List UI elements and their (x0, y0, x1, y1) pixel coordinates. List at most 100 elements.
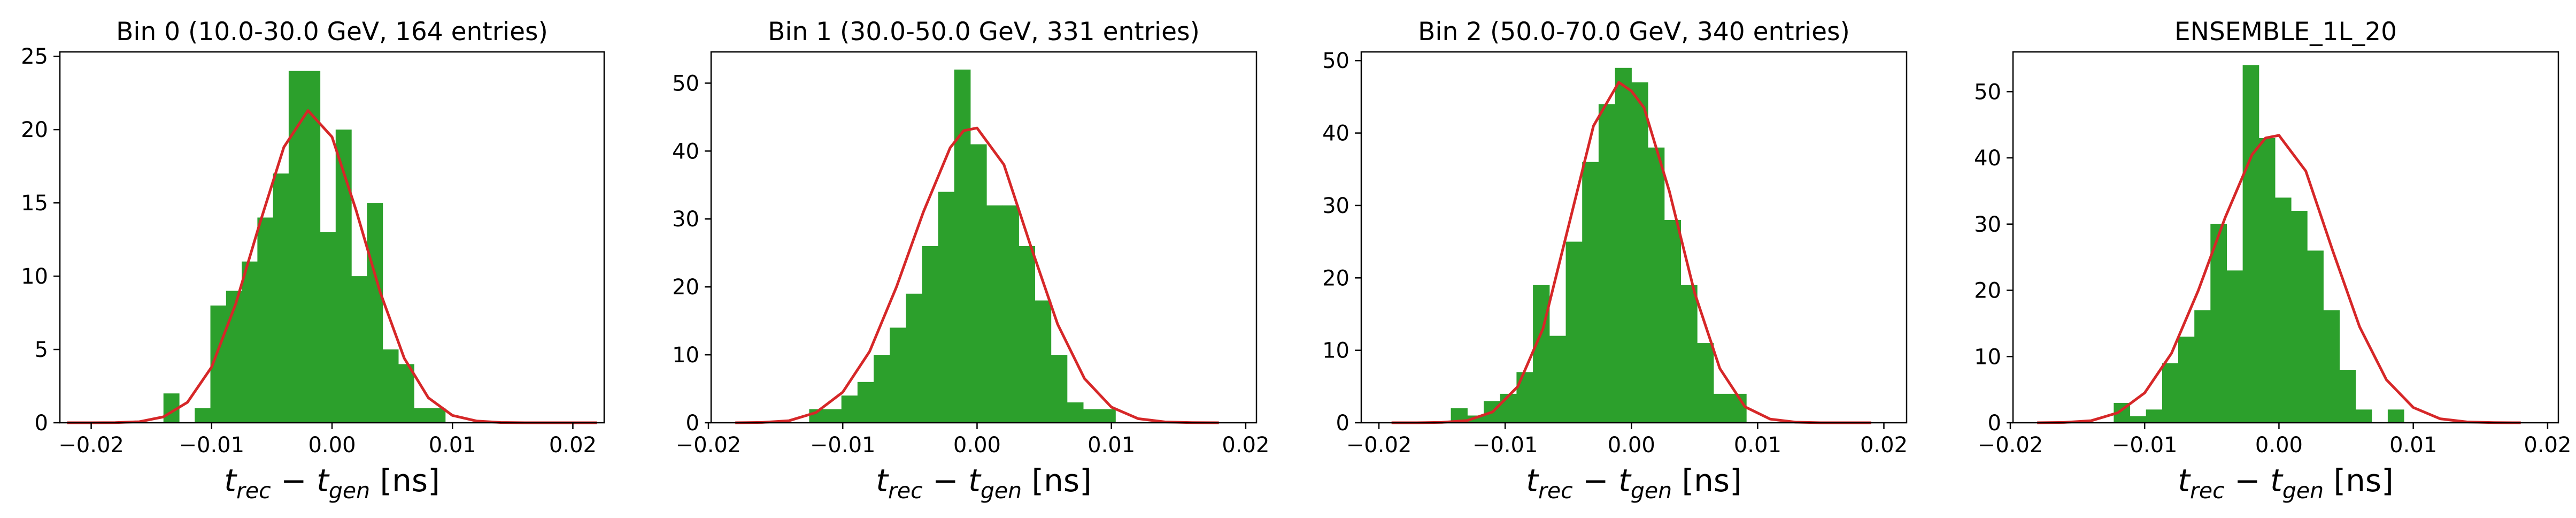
histogram-bar (367, 203, 383, 423)
subplot-0: −0.02 −0.01 0.00 0.01 0.02 0 5 10 15 20 25 Bin 0 (1… (21, 17, 605, 504)
histogram-bar (906, 293, 922, 423)
y-tick-label: 20 (21, 118, 48, 142)
y-tick-label: 0 (1336, 411, 1349, 436)
fit-curve (2037, 134, 2521, 424)
subplot-2: −0.02 −0.01 0.00 0.01 0.02 0 10 20 30 40 50 Bin 2 (… (1322, 17, 1908, 504)
x-tick-label: 0.00 (1608, 433, 1655, 458)
histogram-bar (398, 364, 414, 423)
histogram-bar (890, 327, 906, 423)
histogram-bar (2130, 416, 2147, 423)
histogram-bar (1549, 336, 1567, 423)
histogram-bar (382, 349, 399, 423)
histogram-bars (809, 70, 1116, 423)
chart-title: Bin 0 (10.0-30.0 GeV, 164 entries) (116, 17, 548, 47)
histogram-bar (1099, 409, 1116, 423)
histogram-bar (195, 408, 211, 423)
histogram-bar (1565, 241, 1583, 423)
histogram-bar (288, 71, 305, 423)
histogram-bar (2387, 409, 2404, 423)
y-tick-label: 0 (1988, 411, 2001, 436)
histogram-bar (1083, 409, 1100, 423)
histogram-bar (1533, 285, 1550, 423)
y-tick-label: 50 (1974, 80, 2001, 104)
y-tick-label: 25 (21, 44, 48, 69)
histogram-bar (841, 395, 858, 423)
y-tick-label: 30 (672, 207, 699, 232)
x-axis-label: trec − tgen [ns] (224, 462, 440, 504)
fit-curve (1391, 81, 1871, 424)
histogram-bar (2242, 65, 2259, 423)
histogram-bar (2291, 211, 2308, 423)
y-tick-label: 20 (1322, 266, 1349, 291)
histogram-bar (2162, 363, 2179, 423)
chart-title: Bin 1 (30.0-50.0 GeV, 331 entries) (768, 17, 1200, 47)
y-tick-label: 10 (21, 264, 48, 289)
x-tick-label: −0.01 (1472, 433, 1538, 458)
histogram-bars (1451, 67, 1747, 423)
histogram-bar (1631, 82, 1648, 423)
histogram-bar (2307, 250, 2324, 423)
histogram-bar (414, 408, 430, 423)
y-tick-label: 40 (672, 139, 699, 164)
y-tick-label: 30 (1974, 212, 2001, 237)
histogram-bar (2355, 409, 2372, 423)
histogram-bar (986, 205, 1003, 423)
histogram-bar (304, 71, 321, 423)
y-tick-label: 5 (35, 338, 48, 362)
x-tick-label: 0.01 (2389, 433, 2437, 458)
chart-title: Bin 2 (50.0-70.0 GeV, 340 entries) (1418, 17, 1850, 47)
histogram-bar (2339, 370, 2356, 423)
x-tick-label: −0.01 (2112, 433, 2178, 458)
histogram-bar (1615, 67, 1632, 423)
histogram-bars (163, 71, 446, 423)
histogram-bar (351, 276, 367, 423)
histogram-bar (954, 70, 971, 423)
histogram-bar (1648, 147, 1665, 423)
histogram-bar (874, 355, 890, 423)
histogram-bar (1067, 402, 1084, 423)
histogram-bar (1002, 205, 1019, 423)
histogram-bar (2210, 224, 2227, 423)
histogram-bar (335, 130, 352, 423)
histogram-bar (1697, 343, 1714, 423)
subplot-1: −0.02 −0.01 0.00 0.01 0.02 0 10 20 30 40 50 Bin 1 (… (672, 17, 1269, 504)
histogram-bar (1713, 393, 1731, 423)
y-tick-label: 30 (1322, 194, 1349, 218)
histogram-bar (1598, 104, 1616, 423)
x-tick-label: 0.00 (2255, 433, 2303, 458)
histogram-bar (2323, 310, 2340, 423)
histogram-bar (226, 291, 242, 423)
histogram-bar (1035, 300, 1052, 423)
x-tick-label: −0.02 (1346, 433, 1412, 458)
histogram-bar (1516, 372, 1533, 423)
histogram-bar (857, 382, 874, 423)
histogram-bar (1680, 285, 1698, 423)
x-tick-label: 0.02 (549, 433, 597, 458)
y-tick-label: 10 (1974, 345, 2001, 369)
histogram-bars (2114, 65, 2404, 423)
y-tick-label: 0 (35, 411, 48, 436)
x-tick-label: 0.02 (2524, 433, 2571, 458)
x-tick-label: 0.00 (953, 433, 1001, 458)
histogram-bar (1051, 355, 1068, 423)
x-tick-label: 0.00 (308, 433, 356, 458)
y-tick-label: 10 (1322, 339, 1349, 363)
x-axis-label: trec − tgen [ns] (1526, 462, 1742, 504)
x-axis-label: trec − tgen [ns] (2178, 462, 2394, 504)
y-tick-label: 50 (1322, 49, 1349, 73)
histogram-bar (938, 192, 955, 423)
y-tick-label: 40 (1974, 146, 2001, 171)
histogram-bar (2258, 138, 2276, 423)
axes-frame (710, 51, 1258, 424)
histogram-bar (2274, 197, 2292, 423)
x-tick-label: 0.01 (1088, 433, 1135, 458)
x-tick-label: −0.02 (1978, 433, 2043, 458)
x-tick-label: −0.02 (58, 433, 124, 458)
y-tick-label: 10 (672, 343, 699, 368)
x-tick-label: −0.01 (179, 433, 244, 458)
chart-title: ENSEMBLE_1L_20 (2174, 17, 2397, 47)
axes-frame (1360, 51, 1908, 424)
x-tick-label: −0.02 (676, 433, 742, 458)
fit-curve (735, 126, 1219, 424)
